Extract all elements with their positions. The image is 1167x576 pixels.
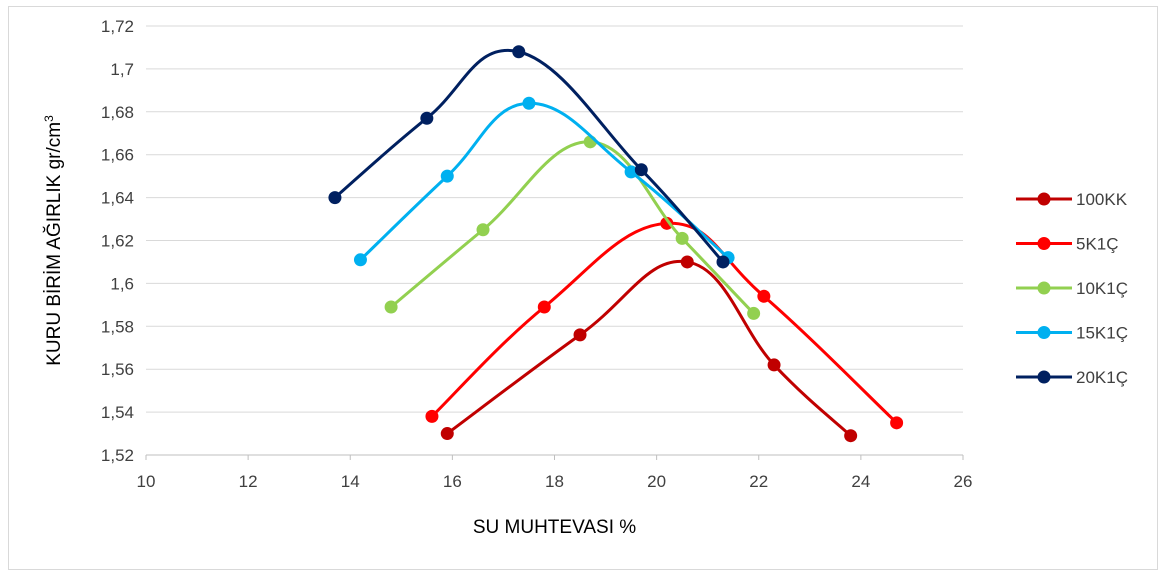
data-point <box>675 231 689 245</box>
x-tick-label: 14 <box>341 472 360 491</box>
y-axis-title-superscript: 3 <box>42 115 56 122</box>
data-point <box>512 45 526 59</box>
legend-swatch-marker <box>1037 281 1051 295</box>
legend-item: 100KK <box>1016 190 1128 209</box>
y-tick-label: 1,54 <box>101 403 134 422</box>
gridlines <box>146 25 963 456</box>
legend-item: 15K1Ç <box>1016 324 1128 343</box>
series-100KK <box>440 255 858 443</box>
x-tick-label: 18 <box>545 472 564 491</box>
series-line <box>333 48 725 264</box>
legend-swatch-marker <box>1037 370 1051 384</box>
legend-label: 15K1Ç <box>1076 324 1128 343</box>
y-tick-label: 1,66 <box>101 146 134 165</box>
data-point <box>384 300 398 314</box>
series-10K1Ç <box>384 135 761 320</box>
y-tick-label: 1,56 <box>101 360 134 379</box>
y-tick-label: 1,58 <box>101 317 134 336</box>
data-point <box>420 111 434 125</box>
data-point <box>767 358 781 372</box>
x-axis-title: SU MUHTEVASI % <box>473 517 636 538</box>
legend-swatch-marker <box>1037 237 1051 250</box>
data-point <box>573 328 587 342</box>
x-tick-label: 24 <box>851 472 870 491</box>
y-tick-label: 1,72 <box>101 17 134 36</box>
data-point <box>476 223 490 237</box>
data-point <box>353 253 367 267</box>
x-tick-label: 10 <box>137 472 156 491</box>
series-20K1Ç <box>328 45 730 269</box>
data-point <box>890 416 904 430</box>
tick-labels: 1,52 1,54 1,56 1,58 1,6 1,62 1,64 1,66 1,68 1,7 1,… <box>101 17 973 491</box>
legend-label: 5K1Ç <box>1076 235 1119 254</box>
data-point <box>328 191 342 205</box>
x-tick-label: 22 <box>749 472 768 491</box>
y-tick-label: 1,62 <box>101 232 134 251</box>
series-lines <box>328 45 904 443</box>
data-point <box>844 429 858 443</box>
legend-label: 100KK <box>1076 190 1128 209</box>
legend-item: 20K1Ç <box>1016 368 1128 387</box>
y-tick-label: 1,7 <box>110 60 134 79</box>
legend-swatch-marker <box>1037 192 1051 206</box>
x-tick-label: 26 <box>954 472 973 491</box>
data-point <box>624 165 638 179</box>
y-tick-label: 1,6 <box>110 274 134 293</box>
data-point <box>757 289 771 303</box>
series-line <box>445 259 853 438</box>
y-tick-label: 1,68 <box>101 103 134 122</box>
y-tick-label: 1,52 <box>101 446 134 465</box>
series-line <box>389 140 756 315</box>
legend-item: 10K1Ç <box>1016 279 1128 298</box>
y-axis-title-text: KURU BİRİM AĞIRLIK gr/cm <box>43 122 65 366</box>
data-point <box>747 306 761 320</box>
data-point <box>522 96 536 110</box>
legend-swatch-marker <box>1037 326 1051 339</box>
x-tick-label: 16 <box>443 472 462 491</box>
series-5K1Ç <box>425 216 904 430</box>
data-point <box>716 255 730 269</box>
series-15K1Ç <box>353 96 735 267</box>
y-axis-title: KURU BİRİM AĞIRLIK gr/cm3 <box>42 115 65 366</box>
data-point <box>537 300 551 314</box>
data-point <box>425 409 439 423</box>
legend-label: 20K1Ç <box>1076 368 1128 387</box>
data-point <box>680 255 694 269</box>
x-tick-label: 12 <box>239 472 258 491</box>
axes <box>145 454 964 460</box>
x-tick-label: 20 <box>647 472 666 491</box>
legend-item: 5K1Ç <box>1016 235 1119 254</box>
legend-label: 10K1Ç <box>1076 279 1128 298</box>
data-point <box>440 169 454 183</box>
legend: 100KK 5K1Ç 10K1Ç 15K1Ç 20K1Ç <box>1016 190 1128 387</box>
data-point <box>660 216 674 230</box>
y-tick-label: 1,64 <box>101 189 134 208</box>
data-point <box>440 427 454 441</box>
data-point <box>634 163 648 177</box>
